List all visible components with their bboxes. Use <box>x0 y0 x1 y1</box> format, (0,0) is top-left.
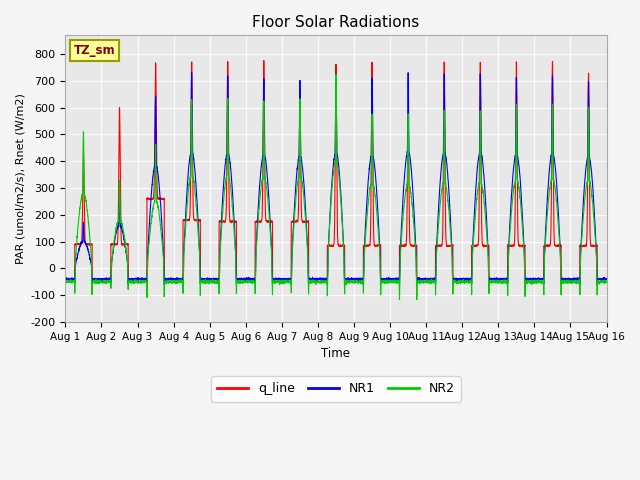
NR2 <box>602 280 610 286</box>
q_line <box>488 276 496 282</box>
q_line <box>458 276 465 282</box>
q_line <box>602 276 610 282</box>
NR1 <box>188 70 195 75</box>
Text: TZ_sm: TZ_sm <box>74 44 115 57</box>
NR1 <box>602 276 610 282</box>
q_line <box>159 196 166 202</box>
q_line <box>200 277 207 283</box>
q_line <box>61 276 69 281</box>
NR1 <box>61 276 69 282</box>
NR2 <box>488 277 496 283</box>
NR2 <box>159 247 166 252</box>
X-axis label: Time: Time <box>321 347 351 360</box>
NR2 <box>413 297 420 302</box>
Legend: q_line, NR1, NR2: q_line, NR1, NR2 <box>211 376 461 402</box>
NR1 <box>159 235 166 240</box>
q_line <box>316 276 324 282</box>
NR2 <box>332 72 340 77</box>
NR1 <box>428 276 435 281</box>
Line: q_line: q_line <box>65 60 607 280</box>
NR1 <box>603 277 611 283</box>
NR2 <box>458 279 465 285</box>
Y-axis label: PAR (umol/m2/s), Rnet (W/m2): PAR (umol/m2/s), Rnet (W/m2) <box>15 93 25 264</box>
Line: NR1: NR1 <box>65 72 607 285</box>
Line: NR2: NR2 <box>65 74 607 300</box>
q_line <box>603 276 611 282</box>
q_line <box>428 276 435 282</box>
NR1 <box>593 282 601 288</box>
NR1 <box>458 276 465 282</box>
NR2 <box>428 279 435 285</box>
NR2 <box>316 280 323 286</box>
NR2 <box>61 279 69 285</box>
NR1 <box>488 276 495 281</box>
Title: Floor Solar Radiations: Floor Solar Radiations <box>252 15 420 30</box>
q_line <box>260 58 268 63</box>
NR1 <box>316 276 324 282</box>
NR2 <box>603 278 611 284</box>
